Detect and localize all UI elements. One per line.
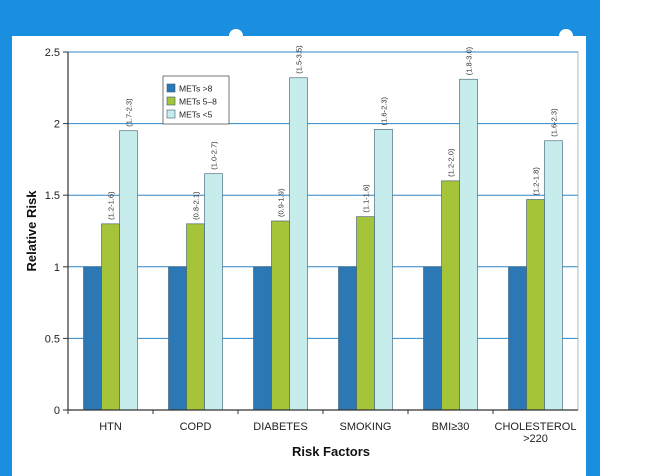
bars — [83, 77, 563, 411]
y-axis-title: Relative Risk — [24, 190, 39, 272]
ci-labels: (1.2-1.6) (1.7-2.3) (0.8-2.1) (1.0-2.7) (0.9… — [107, 45, 559, 220]
frame-top-border — [0, 0, 600, 36]
legend: METs >8 METs 5–8 METs <5 — [162, 75, 230, 125]
ci-label: (1.0-2.7) — [210, 141, 219, 170]
ci-label: (1.5-3.5) — [295, 45, 304, 74]
bar — [289, 77, 308, 411]
plot-area — [68, 52, 578, 410]
bar — [186, 223, 205, 411]
bar — [271, 220, 290, 411]
x-axis-title: Risk Factors — [292, 444, 370, 459]
ci-label: (1.2-2.0) — [447, 148, 456, 177]
x-tick-label: BMI≥30 — [432, 421, 470, 433]
legend-swatch — [166, 83, 176, 93]
y-tick-label: 0.5 — [45, 333, 60, 345]
ci-label: (1.8-3.0) — [465, 46, 474, 75]
ci-label: (1.6-2.3) — [380, 96, 389, 125]
bar — [204, 173, 223, 411]
bar — [338, 266, 357, 411]
bar — [356, 216, 375, 411]
gridlines — [68, 51, 578, 339]
frame-right-border — [586, 0, 600, 476]
bar — [253, 266, 272, 411]
ci-label: (1.7-2.3) — [125, 98, 134, 127]
bar — [508, 266, 527, 411]
binder-hole-right — [559, 29, 573, 43]
x-tick-label: SMOKING — [340, 421, 392, 433]
bar — [459, 78, 478, 411]
ci-label: (1.2-1.6) — [107, 191, 116, 220]
bar — [441, 180, 460, 411]
bar — [119, 130, 138, 411]
y-tick-label: 0 — [54, 405, 60, 417]
bar — [544, 140, 563, 411]
bar — [83, 266, 102, 411]
ci-label: (0.9-1.9) — [277, 188, 286, 217]
axes — [63, 51, 579, 414]
y-tick-label: 1.5 — [45, 190, 60, 202]
legend-swatch — [166, 96, 176, 106]
x-tick-labels: HTN COPD DIABETES SMOKING BMI≥30 CHOLESTEROL>… — [99, 421, 576, 445]
x-tick-label: HTN — [99, 421, 122, 433]
x-tick-label: COPD — [180, 421, 212, 433]
frame-left-border — [0, 0, 12, 476]
bar — [374, 129, 393, 411]
bar — [101, 223, 120, 411]
x-tick-label: DIABETES — [253, 421, 307, 433]
binder-hole-left — [229, 29, 243, 43]
legend-label: METs >8 — [179, 84, 213, 94]
x-tick-label: >220 — [523, 433, 548, 445]
legend-label: METs 5–8 — [179, 97, 217, 107]
y-tick-labels: 0 0.5 1 1.5 2 2.5 — [45, 47, 60, 417]
bar — [423, 266, 442, 411]
ci-label: (1.1-1.6) — [362, 184, 371, 213]
ci-label: (1.6-2.3) — [550, 108, 559, 137]
y-tick-label: 2.5 — [45, 47, 60, 59]
ci-label: (0.8-2.1) — [192, 191, 201, 220]
bar — [168, 266, 187, 411]
bar — [526, 199, 545, 411]
legend-label: METs <5 — [179, 110, 213, 120]
x-tick-label: CHOLESTEROL — [495, 421, 577, 433]
y-tick-label: 2 — [54, 119, 60, 131]
ci-label: (1.2-1.8) — [532, 167, 541, 196]
y-tick-label: 1 — [54, 262, 60, 274]
legend-swatch — [166, 109, 176, 119]
